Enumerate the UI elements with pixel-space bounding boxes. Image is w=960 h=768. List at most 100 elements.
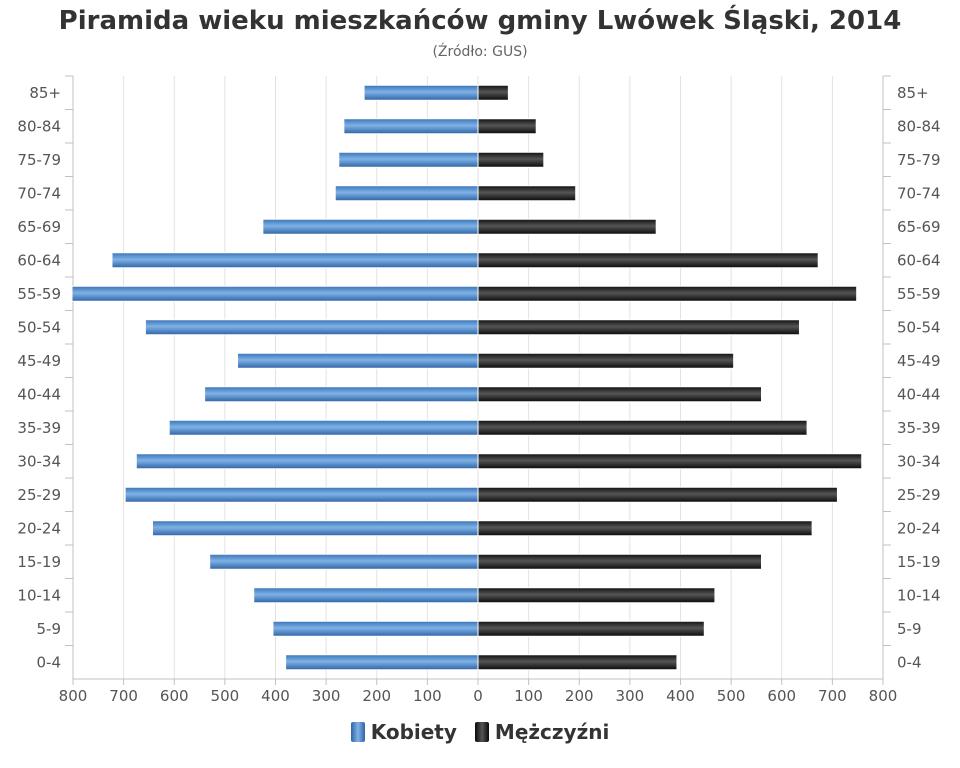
bar-mezczyzni bbox=[477, 620, 705, 637]
category-label-left: 10-14 bbox=[17, 586, 61, 604]
category-label-left: 0-4 bbox=[37, 653, 62, 671]
category-label-right: 85+ bbox=[897, 84, 929, 102]
bar-mezczyzni bbox=[477, 352, 735, 369]
x-tick-label: 700 bbox=[109, 687, 138, 705]
bar-kobiety bbox=[111, 252, 479, 269]
category-label-right: 70-74 bbox=[897, 184, 941, 202]
category-label-right: 35-39 bbox=[897, 419, 941, 437]
category-label-left: 25-29 bbox=[17, 486, 61, 504]
legend-item-kobiety[interactable]: Kobiety bbox=[350, 720, 457, 744]
bar-kobiety bbox=[135, 453, 479, 470]
category-label-right: 30-34 bbox=[897, 452, 941, 470]
bar-mezczyzni bbox=[477, 118, 537, 135]
bar-mezczyzni bbox=[477, 419, 808, 436]
x-tick-label: 300 bbox=[312, 687, 341, 705]
x-tick-label: 400 bbox=[261, 687, 290, 705]
bar-kobiety bbox=[285, 654, 479, 671]
category-label-left: 75-79 bbox=[17, 151, 61, 169]
bar-mezczyzni bbox=[477, 151, 545, 168]
bar-kobiety bbox=[151, 520, 479, 537]
bar-kobiety bbox=[343, 118, 479, 135]
legend-item-mezczyzni[interactable]: Mężczyźni bbox=[474, 720, 610, 744]
chart-subtitle: (Źródło: GUS) bbox=[432, 44, 528, 60]
category-label-right: 25-29 bbox=[897, 486, 941, 504]
bar-mezczyzni bbox=[477, 553, 762, 570]
x-tick-label: 100 bbox=[413, 687, 442, 705]
category-label-left: 85+ bbox=[29, 84, 61, 102]
category-label-left: 30-34 bbox=[17, 452, 61, 470]
legend-swatch-mezczyzni bbox=[474, 722, 489, 742]
bar-mezczyzni bbox=[477, 453, 863, 470]
bar-mezczyzni bbox=[477, 486, 838, 503]
category-label-left: 70-74 bbox=[17, 184, 61, 202]
bar-mezczyzni bbox=[477, 587, 716, 604]
bar-kobiety bbox=[334, 185, 479, 202]
bar-mezczyzni bbox=[477, 520, 813, 537]
bar-mezczyzni bbox=[477, 185, 577, 202]
category-label-right: 20-24 bbox=[897, 519, 941, 537]
bar-kobiety bbox=[253, 587, 479, 604]
category-label-left: 40-44 bbox=[17, 385, 61, 403]
x-tick-label: 300 bbox=[616, 687, 645, 705]
bar-kobiety bbox=[262, 218, 479, 235]
category-label-left: 65-69 bbox=[17, 218, 61, 236]
category-label-left: 55-59 bbox=[17, 285, 61, 303]
category-label-left: 15-19 bbox=[17, 553, 61, 571]
category-label-right: 15-19 bbox=[897, 553, 941, 571]
category-label-left: 35-39 bbox=[17, 419, 61, 437]
category-label-right: 10-14 bbox=[897, 586, 941, 604]
category-label-right: 5-9 bbox=[897, 620, 922, 638]
bar-kobiety bbox=[237, 352, 479, 369]
bar-mezczyzni bbox=[477, 654, 678, 671]
x-tick-label: 800 bbox=[869, 687, 898, 705]
x-tick-label: 100 bbox=[514, 687, 543, 705]
x-tick-label: 600 bbox=[767, 687, 796, 705]
x-tick-label: 500 bbox=[211, 687, 240, 705]
category-label-right: 80-84 bbox=[897, 117, 941, 135]
category-label-right: 65-69 bbox=[897, 218, 941, 236]
category-label-left: 80-84 bbox=[17, 117, 61, 135]
x-tick-label: 400 bbox=[666, 687, 695, 705]
bar-kobiety bbox=[204, 386, 479, 403]
x-tick-label: 600 bbox=[160, 687, 189, 705]
bar-mezczyzni bbox=[477, 386, 762, 403]
category-label-right: 50-54 bbox=[897, 318, 941, 336]
bar-kobiety bbox=[168, 419, 479, 436]
x-tick-label: 800 bbox=[59, 687, 88, 705]
legend-swatch-kobiety bbox=[350, 722, 365, 742]
bar-mezczyzni bbox=[477, 84, 509, 101]
x-tick-label: 500 bbox=[717, 687, 746, 705]
legend: Kobiety Mężczyźni bbox=[0, 720, 960, 744]
bar-kobiety bbox=[144, 319, 479, 336]
x-tick-label: 200 bbox=[565, 687, 594, 705]
category-label-right: 45-49 bbox=[897, 352, 941, 370]
bar-kobiety bbox=[209, 553, 479, 570]
bar-kobiety bbox=[71, 285, 479, 302]
category-label-left: 45-49 bbox=[17, 352, 61, 370]
category-label-left: 20-24 bbox=[17, 519, 61, 537]
category-label-right: 0-4 bbox=[897, 653, 922, 671]
legend-label-mezczyzni: Mężczyźni bbox=[494, 720, 610, 744]
x-tick-label: 200 bbox=[362, 687, 391, 705]
category-label-right: 40-44 bbox=[897, 385, 941, 403]
bar-mezczyzni bbox=[477, 218, 657, 235]
category-label-right: 60-64 bbox=[897, 251, 941, 269]
bar-mezczyzni bbox=[477, 319, 800, 336]
bar-mezczyzni bbox=[477, 285, 858, 302]
x-tick-label: 0 bbox=[473, 687, 483, 705]
legend-label-kobiety: Kobiety bbox=[370, 720, 457, 744]
bar-kobiety bbox=[272, 620, 479, 637]
bar-kobiety bbox=[338, 151, 479, 168]
category-label-left: 60-64 bbox=[17, 251, 61, 269]
category-label-left: 50-54 bbox=[17, 318, 61, 336]
category-label-right: 55-59 bbox=[897, 285, 941, 303]
bar-kobiety bbox=[124, 486, 479, 503]
bar-kobiety bbox=[363, 84, 479, 101]
bar-mezczyzni bbox=[477, 252, 819, 269]
category-label-right: 75-79 bbox=[897, 151, 941, 169]
category-label-left: 5-9 bbox=[37, 620, 62, 638]
chart-title: Piramida wieku mieszkańców gminy Lwówek … bbox=[58, 6, 902, 36]
x-tick-label: 700 bbox=[818, 687, 847, 705]
